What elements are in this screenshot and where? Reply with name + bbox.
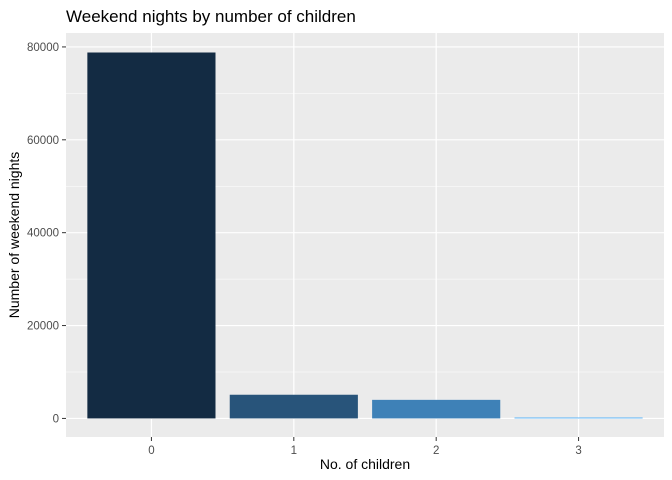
y-tick-label: 40000 — [27, 228, 59, 240]
x-tick-label: 3 — [575, 445, 581, 457]
x-tick-label: 1 — [291, 445, 297, 457]
bars — [87, 52, 643, 419]
y-axis: 0 20000 40000 60000 80000 — [27, 42, 66, 425]
y-tick-label: 0 — [53, 413, 59, 425]
bar-0 — [87, 52, 216, 419]
bar-1 — [229, 394, 358, 419]
x-axis: 0 1 2 3 — [148, 437, 582, 457]
bar-2 — [372, 399, 501, 419]
y-tick-label: 20000 — [27, 321, 59, 333]
bar-3 — [514, 417, 643, 419]
y-tick-label: 60000 — [27, 135, 59, 147]
x-axis-title: No. of children — [320, 456, 410, 472]
y-tick-label: 80000 — [27, 42, 59, 54]
x-tick-label: 2 — [433, 445, 439, 457]
chart-title: Weekend nights by number of children — [66, 7, 356, 26]
y-axis-title: Number of weekend nights — [6, 152, 22, 319]
x-tick-label: 0 — [148, 445, 154, 457]
